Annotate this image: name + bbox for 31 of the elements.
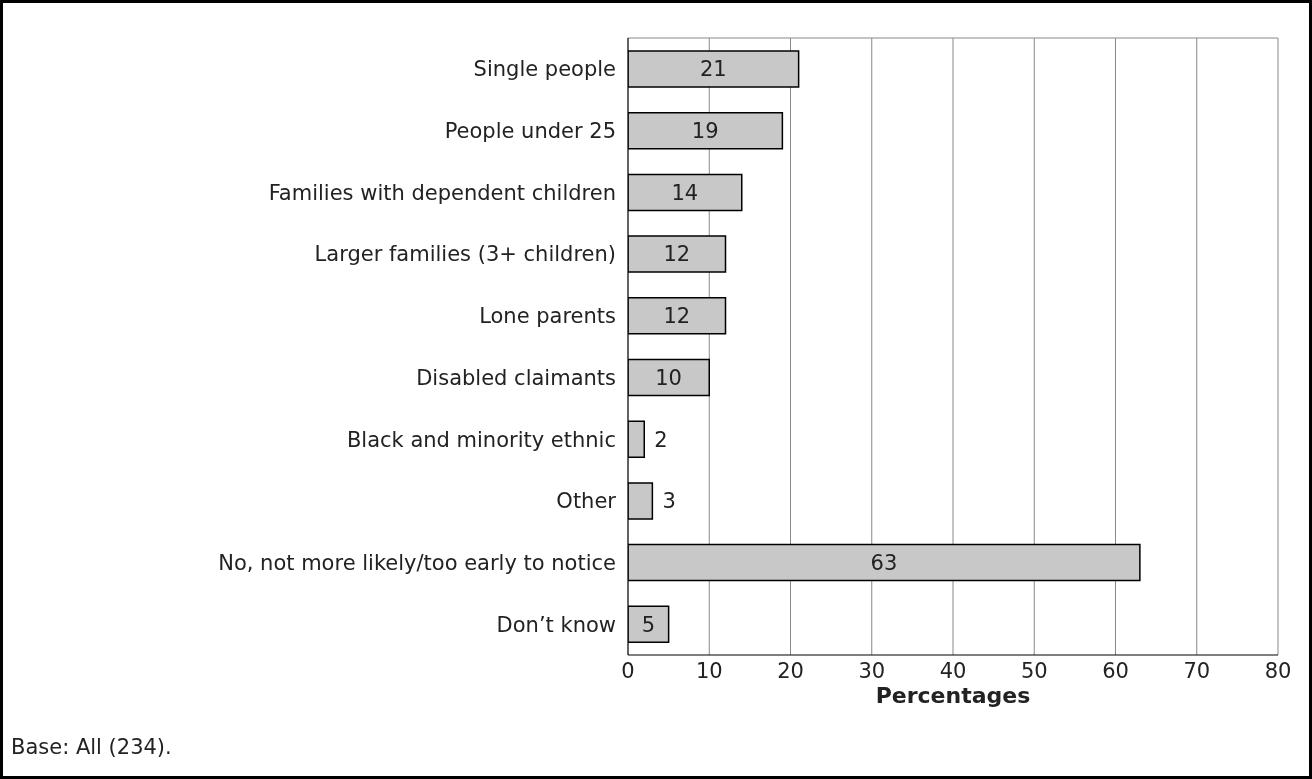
data-label: 12 <box>663 242 691 267</box>
x-tick-label: 0 <box>621 658 635 683</box>
data-label: 5 <box>641 612 655 637</box>
x-tick-label: 40 <box>939 658 967 683</box>
y-tick-label: Larger families (3+ children) <box>314 242 616 267</box>
y-tick-label: Other <box>556 489 617 514</box>
data-label: 10 <box>655 365 682 390</box>
x-tick-label: 30 <box>858 658 886 683</box>
y-tick-label: Single people <box>473 57 616 82</box>
y-tick-label: No, not more likely/too early to notice <box>218 550 616 575</box>
text: Base: All (234). <box>11 735 172 759</box>
x-tick-label: 70 <box>1183 658 1211 683</box>
data-label: 63 <box>870 550 898 575</box>
x-tick-label: 60 <box>1102 658 1129 683</box>
y-tick-label: Disabled claimants <box>416 365 616 390</box>
data-label: 14 <box>671 180 699 205</box>
x-tick-label: 50 <box>1020 658 1048 683</box>
y-tick-label: Black and minority ethnic <box>346 427 616 452</box>
x-tick-label: 20 <box>777 658 804 683</box>
y-tick-label: Families with dependent children <box>268 180 616 205</box>
x-tick-label: 10 <box>695 658 723 683</box>
data-label: 2 <box>654 427 668 452</box>
data-label: 3 <box>662 489 676 514</box>
data-label: 21 <box>699 57 727 82</box>
y-tick-label: People under 25 <box>444 119 616 144</box>
data-label: 12 <box>663 304 691 329</box>
y-tick-label: Don’t know <box>496 612 616 637</box>
y-tick-label: Lone parents <box>479 304 616 329</box>
x-axis-title: Percentages <box>874 683 1032 708</box>
x-tick-label: 80 <box>1264 658 1292 683</box>
data-label: 19 <box>691 119 719 144</box>
